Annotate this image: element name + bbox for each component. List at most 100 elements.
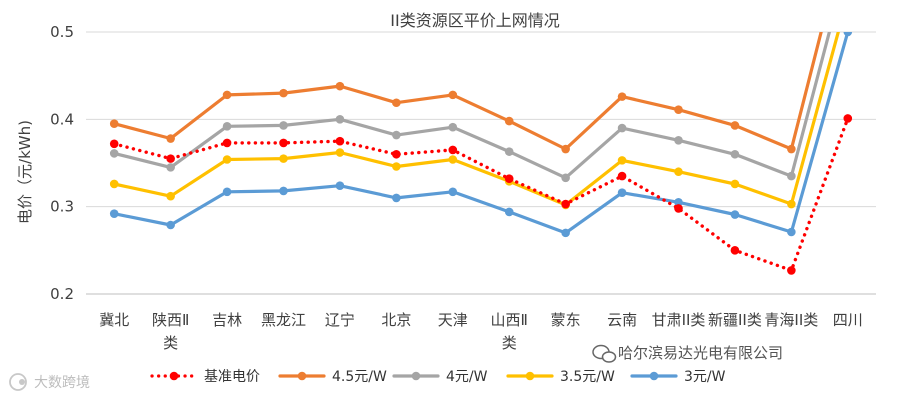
data-point <box>674 167 683 177</box>
legend-marker <box>525 371 535 381</box>
x-tick-label: 四川 <box>833 311 863 329</box>
legend-item: 3元/W <box>630 369 726 385</box>
data-point <box>730 210 740 219</box>
series-3元/W <box>109 32 853 238</box>
data-point <box>787 266 796 275</box>
data-point <box>617 171 627 181</box>
data-point <box>787 171 796 181</box>
logo-watermark-text: 大数跨境 <box>34 375 90 391</box>
data-point <box>109 139 119 149</box>
data-point <box>617 123 627 133</box>
brand-watermark: 哈尔滨易达光电有限公司 <box>618 344 783 362</box>
legend-label: 基准电价 <box>204 368 260 385</box>
logo-watermark: 大数跨境 <box>9 373 90 391</box>
x-tick-label: 甘肃II类 <box>652 311 706 329</box>
series-4元/W <box>109 32 832 183</box>
data-point <box>448 122 458 132</box>
y-tick-label: 0.2 <box>50 285 74 303</box>
data-point <box>843 0 852 1</box>
data-point <box>504 116 514 126</box>
data-point <box>109 149 119 158</box>
wechat-icon <box>592 344 617 363</box>
x-tick-label-line2: 类 <box>163 334 178 352</box>
data-point <box>109 179 119 189</box>
series-3.5元/W <box>109 0 852 210</box>
wechat-watermark: 哈尔滨易达光电有限公司 <box>592 344 783 363</box>
x-tick-label: 云南 <box>607 311 637 329</box>
x-tick-label: 天津 <box>438 311 468 329</box>
data-point <box>222 138 232 148</box>
y-axis-label: 电价（元/kWh) <box>16 120 34 224</box>
data-point <box>335 136 345 146</box>
data-point <box>561 199 570 209</box>
data-point <box>392 193 401 203</box>
data-point <box>222 155 232 164</box>
data-point <box>448 155 458 164</box>
legend-label: 3.5元/W <box>560 369 615 385</box>
data-point <box>166 154 175 163</box>
data-point <box>617 188 627 197</box>
x-tick-label: 辽宁 <box>325 311 355 329</box>
data-point <box>787 199 796 209</box>
data-point <box>561 144 570 154</box>
data-point <box>787 227 796 237</box>
chart-title: II类资源区平价上网情况 <box>390 11 559 30</box>
data-point <box>335 81 345 91</box>
series-line <box>112 32 850 235</box>
x-tick-label: 山西Ⅱ <box>491 311 528 329</box>
x-tick-label: 黑龙江 <box>261 311 306 329</box>
x-tick-label-line2: 类 <box>502 334 517 352</box>
series-line <box>112 32 832 180</box>
data-point <box>617 92 627 101</box>
data-point <box>730 121 740 130</box>
data-point <box>674 204 683 213</box>
data-point <box>335 148 345 157</box>
data-point <box>730 149 740 159</box>
legend-item: 3.5元/W <box>506 369 615 385</box>
x-tick-label: 陕西Ⅱ <box>152 311 189 329</box>
data-point <box>222 90 232 100</box>
data-point <box>448 90 458 100</box>
legend-label: 4元/W <box>446 369 488 385</box>
data-point <box>448 187 458 197</box>
data-point <box>674 105 683 115</box>
data-point <box>335 181 345 191</box>
legend-item: 4.5元/W <box>278 369 387 385</box>
logo-icon <box>9 373 27 391</box>
data-point <box>674 135 683 145</box>
legend-item: 基准电价 <box>150 368 260 385</box>
data-point <box>222 187 232 197</box>
series-基准电价 <box>109 114 853 275</box>
legend-label: 3元/W <box>684 369 726 385</box>
data-point <box>392 98 401 108</box>
data-point <box>617 156 627 165</box>
data-point <box>166 191 175 201</box>
x-tick-label: 北京 <box>381 311 411 329</box>
data-point <box>843 32 853 37</box>
data-point <box>279 121 288 130</box>
x-tick-label: 吉林 <box>212 311 242 329</box>
data-point <box>392 162 401 171</box>
data-point <box>166 220 175 230</box>
data-point <box>448 145 458 155</box>
data-point <box>392 149 401 159</box>
y-tick-label: 0.4 <box>50 110 74 128</box>
series-line <box>112 32 840 207</box>
x-tick-label: 蒙东 <box>551 311 581 329</box>
series-line <box>112 32 823 151</box>
legend-marker <box>411 371 421 381</box>
series-line <box>112 116 850 273</box>
data-point <box>787 144 796 154</box>
x-tick-label: 冀北 <box>99 311 129 329</box>
legend-marker <box>169 371 179 381</box>
data-point <box>279 138 288 148</box>
data-point <box>561 173 570 183</box>
data-point <box>279 154 288 163</box>
x-tick-label: 新疆II类 <box>708 311 762 329</box>
legend-item: 4元/W <box>392 369 488 385</box>
data-point <box>222 122 232 131</box>
series-4.5元/W <box>109 32 823 154</box>
data-point <box>730 246 740 255</box>
data-point <box>166 163 175 172</box>
